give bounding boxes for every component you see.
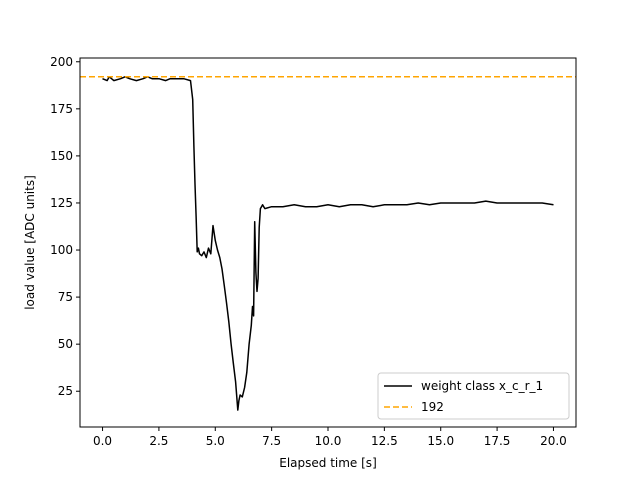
- y-tick-label: 150: [50, 149, 73, 163]
- y-tick-label: 125: [50, 196, 73, 210]
- x-tick-label: 20.0: [540, 434, 567, 448]
- x-tick-label: 17.5: [484, 434, 511, 448]
- x-axis-label: Elapsed time [s]: [279, 456, 377, 470]
- series-line-1: [102, 76, 554, 411]
- x-tick-label: 5.0: [206, 434, 225, 448]
- series-layer: [80, 76, 576, 411]
- legend: weight class x_c_r_1 192: [377, 372, 570, 420]
- x-tick-label: 0.0: [93, 434, 112, 448]
- x-tick-label: 7.5: [262, 434, 281, 448]
- x-tick-label: 15.0: [427, 434, 454, 448]
- y-tick-label: 100: [50, 243, 73, 257]
- x-tick-label: 10.0: [315, 434, 342, 448]
- y-tick-label: 175: [50, 102, 73, 116]
- x-axis-ticks: 0.0 2.5 5.0 7.5 10.0 12.5 15.0 17.5 20.0: [93, 427, 567, 448]
- y-tick-label: 200: [50, 55, 73, 69]
- x-tick-label: 12.5: [371, 434, 398, 448]
- y-tick-label: 25: [58, 384, 73, 398]
- y-tick-label: 75: [58, 290, 73, 304]
- y-axis-label: load value [ADC units]: [23, 175, 37, 310]
- y-tick-label: 50: [58, 337, 73, 351]
- legend-box: [377, 372, 570, 420]
- x-tick-label: 2.5: [149, 434, 168, 448]
- y-axis-ticks: 25 50 75 100 125 150 175 200: [50, 55, 80, 398]
- legend-label-series-2: 192: [421, 400, 444, 414]
- legend-label-series-1: weight class x_c_r_1: [421, 379, 543, 393]
